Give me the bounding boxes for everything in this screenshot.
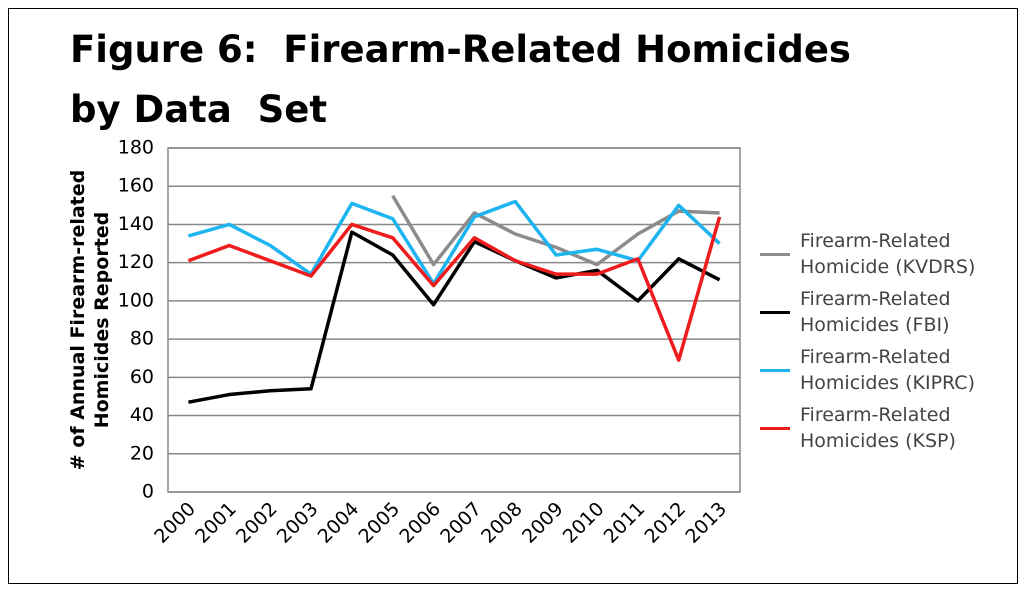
x-tick-label: 2011 bbox=[600, 498, 650, 548]
x-tick-label: 2002 bbox=[232, 498, 282, 548]
y-tick-label: 60 bbox=[130, 366, 154, 388]
y-tick-label: 140 bbox=[118, 213, 154, 235]
legend-swatch bbox=[760, 368, 790, 372]
y-tick-label: 20 bbox=[130, 442, 154, 464]
y-tick-label: 160 bbox=[118, 175, 154, 197]
legend-label: Firearm-Related Homicides (FBI) bbox=[800, 288, 951, 336]
x-tick-label: 2007 bbox=[436, 498, 486, 548]
y-tick-label: 40 bbox=[130, 404, 154, 426]
y-tick-label: 180 bbox=[118, 137, 154, 159]
x-tick-label: 2012 bbox=[640, 498, 690, 548]
y-tick-label: 100 bbox=[118, 289, 154, 311]
x-tick-label: 2010 bbox=[559, 498, 609, 548]
x-tick-label: 2000 bbox=[150, 498, 200, 548]
chart-title: Figure 6: Firearm-Related Homicides by D… bbox=[70, 28, 864, 131]
line-series bbox=[391, 194, 720, 267]
x-tick-label: 2013 bbox=[681, 498, 731, 548]
legend-item: Firearm-Related Homicides (KSP) bbox=[760, 402, 1010, 454]
x-tick-label: 2006 bbox=[395, 498, 445, 548]
plot-border bbox=[167, 147, 741, 493]
x-tick-label: 2001 bbox=[191, 498, 241, 548]
legend-swatch bbox=[760, 252, 790, 256]
legend-item: Firearm-Related Homicides (FBI) bbox=[760, 286, 1010, 338]
y-tick-label: 80 bbox=[130, 328, 154, 350]
frame bbox=[8, 8, 1018, 584]
legend: Firearm-Related Homicide (KVDRS) Firearm-… bbox=[760, 228, 1010, 460]
line-series bbox=[187, 199, 721, 286]
legend-swatch bbox=[760, 310, 790, 314]
x-tick-label: 2009 bbox=[518, 498, 568, 548]
legend-label: Firearm-Related Homicides (KSP) bbox=[800, 404, 956, 452]
legend-label: Firearm-Related Homicides (KIPRC) bbox=[800, 346, 975, 394]
legend-item: Firearm-Related Homicide (KVDRS) bbox=[760, 228, 1010, 280]
x-tick-label: 2004 bbox=[314, 498, 364, 548]
x-tick-label: 2003 bbox=[273, 498, 323, 548]
legend-label: Firearm-Related Homicide (KVDRS) bbox=[800, 230, 976, 278]
legend-swatch bbox=[760, 426, 790, 430]
legend-item: Firearm-Related Homicides (KIPRC) bbox=[760, 344, 1010, 396]
x-tick-label: 2005 bbox=[354, 498, 404, 548]
x-tick-label: 2008 bbox=[477, 498, 527, 548]
y-axis-label: # of Annual Firearm-related Homicides Re… bbox=[67, 169, 113, 471]
y-tick-label: 120 bbox=[118, 251, 154, 273]
y-tick-label: 0 bbox=[142, 481, 154, 503]
line-series bbox=[187, 216, 722, 362]
line-series bbox=[188, 230, 721, 404]
